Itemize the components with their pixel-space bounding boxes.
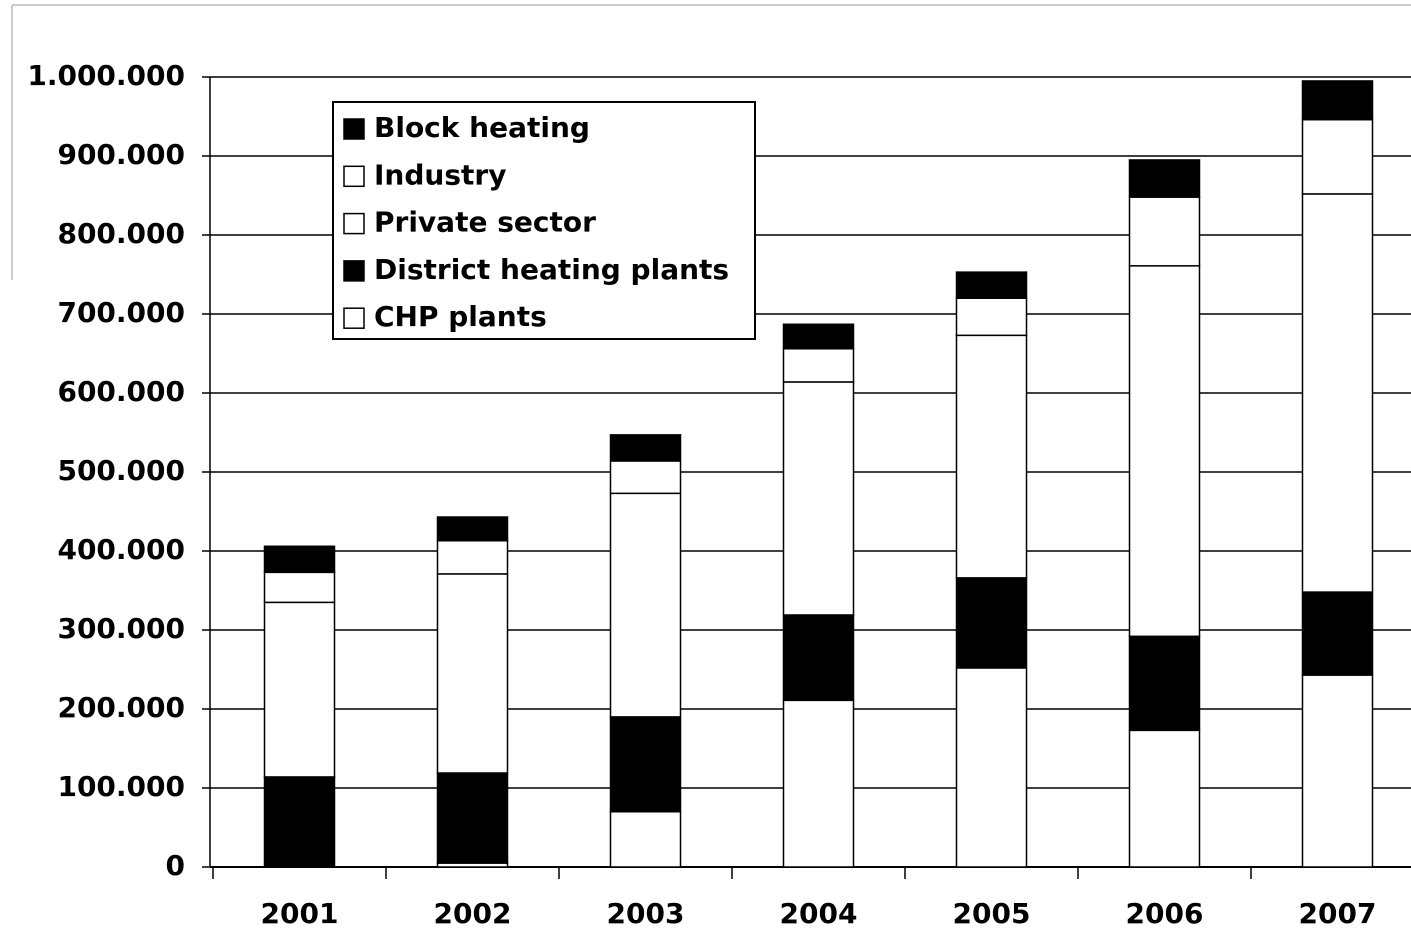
- bar-segment: [782, 348, 855, 383]
- bar-segment: [436, 516, 509, 542]
- bar-segment: [436, 772, 509, 864]
- x-tick-label: 2004: [780, 897, 858, 930]
- bar-segment: [609, 460, 682, 495]
- x-tick-label: 2001: [261, 897, 339, 930]
- y-tick-label: 0: [166, 849, 185, 882]
- legend-swatch: [343, 260, 365, 282]
- bar-segment: [609, 434, 682, 462]
- bar-segment: [1128, 729, 1201, 868]
- x-tick-label: 2007: [1299, 897, 1377, 930]
- x-tick-label: 2005: [953, 897, 1031, 930]
- y-tick-label: 1.000.000: [27, 59, 185, 92]
- y-tick-label: 500.000: [57, 454, 185, 487]
- bar-segment: [1301, 118, 1374, 195]
- bar-segment: [955, 271, 1028, 299]
- bar-segment: [782, 614, 855, 702]
- bar-segment: [1301, 591, 1374, 676]
- bar-segment: [782, 323, 855, 350]
- legend-swatch: [343, 212, 365, 235]
- x-tick-label: 2006: [1126, 897, 1204, 930]
- bar-segment: [263, 601, 336, 778]
- bar-segment: [1128, 265, 1201, 638]
- legend-swatch: [343, 307, 365, 329]
- bar-segment: [263, 571, 336, 604]
- bar-segment: [955, 667, 1028, 868]
- y-tick-label: 700.000: [57, 296, 185, 329]
- bar-segment: [609, 810, 682, 868]
- y-tick-label: 800.000: [57, 217, 185, 250]
- y-tick-label: 300.000: [57, 612, 185, 645]
- x-tick-label: 2002: [434, 897, 512, 930]
- y-tick-label: 100.000: [57, 770, 185, 803]
- y-tick-label: 600.000: [57, 375, 185, 408]
- bar-segment: [609, 492, 682, 718]
- bar-segment: [782, 699, 855, 868]
- bar-segment: [782, 381, 855, 616]
- bar-segment: [955, 297, 1028, 337]
- bar-segment: [263, 545, 336, 574]
- y-tick-label: 400.000: [57, 533, 185, 566]
- legend-label: CHP plants: [374, 300, 547, 333]
- legend-label: Private sector: [374, 206, 596, 239]
- bar-segment: [609, 716, 682, 813]
- bar-segment: [436, 539, 509, 575]
- legend-swatch: [343, 165, 365, 188]
- bar-segment: [955, 334, 1028, 579]
- legend-box: [332, 101, 756, 340]
- bar-segment: [263, 776, 336, 868]
- bar-segment: [955, 577, 1028, 669]
- bar-segment: [1301, 193, 1374, 593]
- bar-segment: [1128, 196, 1201, 267]
- legend-label: Block heating: [374, 111, 590, 144]
- bar-segment: [1128, 159, 1201, 198]
- bar-segment: [1301, 80, 1374, 121]
- y-tick-label: 200.000: [57, 691, 185, 724]
- legend-label: Industry: [374, 158, 506, 191]
- bar-segment: [1301, 674, 1374, 868]
- y-tick-label: 900.000: [57, 138, 185, 171]
- legend-label: District heating plants: [374, 253, 729, 286]
- bar-segment: [1128, 635, 1201, 732]
- bar-segment: [436, 573, 509, 774]
- x-tick-label: 2003: [607, 897, 685, 930]
- legend-swatch: [343, 118, 365, 140]
